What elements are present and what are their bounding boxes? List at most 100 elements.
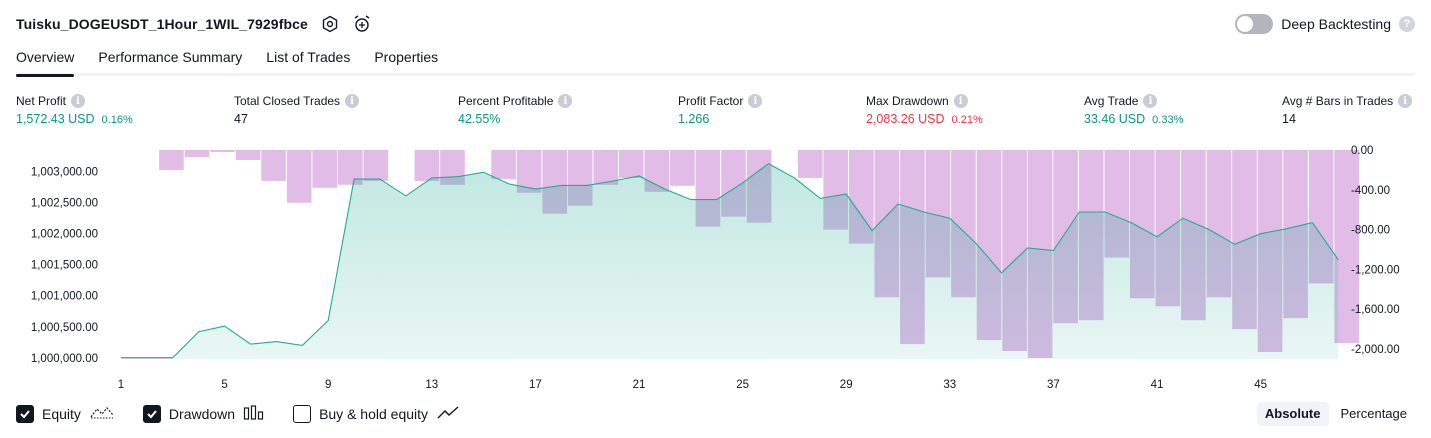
equity-drawdown-chart[interactable]: 1,000,000.00 1,000,500.00 1,001,000.00 1,00… [0,140,1431,395]
metric-label: Net Profit [16,94,67,108]
info-icon[interactable]: i [345,94,360,108]
drawdown-bar [312,150,337,188]
tab-performance-summary[interactable]: Performance Summary [98,49,243,65]
metric-avg-bars-in-trades: Avg # Bars in Trades i 14 [1282,93,1413,126]
right-axis-tick: 0.00 [1351,145,1373,157]
metric-sub: 0.33% [1152,114,1184,126]
equity-fill [121,163,1339,359]
metric-label: Avg Trade [1084,94,1139,108]
drawdown-checkbox[interactable] [142,405,161,423]
metric-sub: 0.21% [951,114,983,126]
x-axis-tick: 21 [633,379,646,391]
legend-drawdown[interactable]: Drawdown [142,404,265,424]
left-axis-tick: 1,000,500.00 [31,322,98,334]
alarm-add-icon[interactable] [352,14,372,34]
metric-value: 33.46 USD [1084,112,1146,126]
metric-label: Percent Profitable [458,94,554,108]
metric-profit-factor: Profit Factor i 1.266 [678,93,763,126]
x-axis-tick: 1 [118,379,124,391]
drawdown-bar [593,150,619,185]
drawdown-bar [414,150,440,181]
legend-label: Drawdown [168,406,236,422]
drawdown-bar [184,150,210,157]
view-mode-toggle: Absolute Percentage [1256,402,1415,426]
drawdown-bar [210,150,235,152]
drawdown-bar [797,150,823,178]
x-axis-tick: 5 [221,379,227,391]
metric-net-profit: Net Profit i 1,572.43 USD 0.16% [16,93,133,126]
percentage-button[interactable]: Percentage [1340,406,1408,421]
chart-legend: Equity Drawdown Buy & hold equity [16,402,460,426]
x-axis-tick: 29 [840,379,853,391]
buy-hold-line-icon [436,405,460,424]
drawdown-bar [363,150,389,181]
metric-avg-trade: Avg Trade i 33.46 USD 0.33% [1084,93,1183,126]
right-axis-tick: -2,000.00 [1351,344,1400,356]
buy-hold-checkbox[interactable] [293,405,312,423]
header: Tuisku_DOGEUSDT_1Hour_1WIL_7929fbce [16,12,372,36]
legend-label: Buy & hold equity [319,406,429,422]
x-axis-tick: 41 [1151,379,1164,391]
metric-value: 14 [1282,112,1296,126]
strategy-title: Tuisku_DOGEUSDT_1Hour_1WIL_7929fbce [16,16,308,32]
drawdown-bar [286,150,312,203]
equity-line [172,162,1339,359]
metrics-row: Net Profit i 1,572.43 USD 0.16% Total Clos… [16,93,1415,133]
left-axis-tick: 1,002,500.00 [31,198,98,210]
tab-bar: Overview Performance Summary List of Tra… [16,46,1415,77]
x-axis-tick: 33 [943,379,956,391]
left-axis: 1,000,000.00 1,000,500.00 1,001,000.00 1,00… [31,167,98,365]
info-icon[interactable]: i [748,94,763,108]
x-axis-tick: 13 [425,379,438,391]
tab-overview[interactable]: Overview [16,46,75,77]
info-icon[interactable]: i [1143,94,1158,108]
deep-backtesting-label: Deep Backtesting [1281,16,1391,32]
metric-total-closed-trades: Total Closed Trades i 47 [234,93,360,126]
left-axis-tick: 1,001,000.00 [31,291,98,303]
tab-properties[interactable]: Properties [374,49,439,65]
metric-label: Avg # Bars in Trades [1282,94,1394,108]
equity-checkbox[interactable] [16,405,34,423]
drawdown-bar [235,150,261,160]
left-axis-tick: 1,000,000.00 [31,353,98,365]
equity-line-icon [89,405,115,424]
metric-value: 1.266 [678,112,710,126]
absolute-button[interactable]: Absolute [1256,402,1329,426]
info-icon[interactable]: i [71,94,86,108]
metric-label: Profit Factor [678,94,744,108]
right-axis: 0.00 -400.00 -800.00 -1,200.00 -1,600.00 -2,0… [1351,145,1400,356]
deep-backtesting-toggle[interactable] [1235,14,1274,34]
info-icon[interactable]: i [953,94,968,108]
drawdown-bar [670,150,695,186]
settings-icon[interactable] [320,14,340,34]
drawdown-bar [159,150,184,170]
x-axis-tick: 45 [1254,379,1267,391]
metric-value: 42.55% [458,112,501,126]
x-axis-tick: 37 [1047,379,1060,391]
metric-max-drawdown: Max Drawdown i 2,083.26 USD 0.21% [866,93,983,126]
legend-buy-hold[interactable]: Buy & hold equity [293,405,460,424]
drawdown-bar [1334,150,1359,344]
right-axis-tick: -1,600.00 [1351,304,1400,316]
metric-label: Max Drawdown [866,94,949,108]
legend-label: Equity [42,406,81,422]
metric-value: 47 [234,112,248,126]
metric-label: Total Closed Trades [234,94,341,108]
legend-equity[interactable]: Equity [16,405,115,424]
x-axis-tick: 25 [736,379,749,391]
info-icon[interactable]: i [1398,94,1413,108]
right-axis-tick: -400.00 [1351,185,1390,197]
left-axis-tick: 1,001,500.00 [31,260,98,272]
drawdown-bar [491,150,516,179]
x-axis: 1 5 9 13 17 21 25 29 33 37 41 45 [118,379,1267,391]
tab-list-of-trades[interactable]: List of Trades [266,49,351,65]
left-axis-tick: 1,002,000.00 [31,229,98,241]
x-axis-tick: 17 [529,379,542,391]
help-icon[interactable]: ? [1399,16,1415,32]
x-axis-tick: 9 [325,379,331,391]
metric-value: 1,572.43 USD [16,112,95,126]
info-icon[interactable]: i [558,94,573,108]
drawdown-bar [516,150,542,193]
metric-percent-profitable: Percent Profitable i 42.55% [458,93,573,126]
deep-backtesting: Deep Backtesting ? [1235,12,1415,36]
